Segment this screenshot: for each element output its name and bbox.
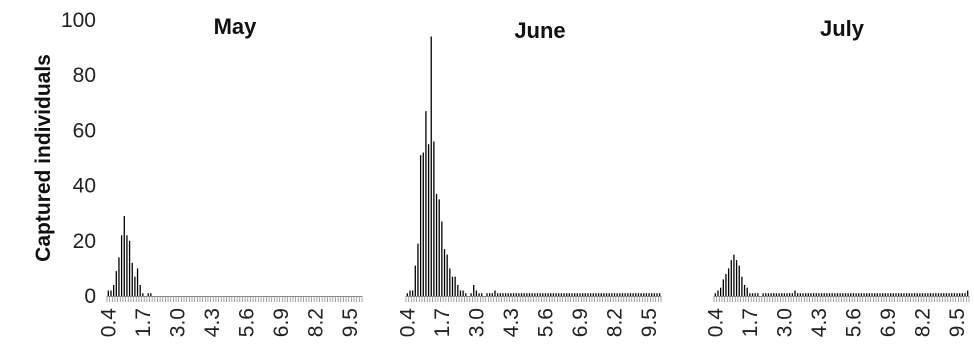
x-tick-label: 4.3: [201, 308, 224, 337]
x-tick-label: 3.0: [166, 308, 189, 337]
x-tick-label: 6.9: [270, 308, 293, 337]
panel-june: June 0.4 1.7 3.0 4.3 5.6 6.9 8.2 9.5: [396, 18, 662, 338]
x-tick-label: 1.7: [132, 308, 155, 337]
x-tick-label: 0.4: [704, 308, 727, 338]
y-tick-label: 20: [73, 230, 96, 253]
x-tick-label: 8.2: [912, 308, 935, 337]
x-tick-label: 3.0: [773, 308, 796, 337]
panel-july: July 0.4 1.7 3.0 4.3 5.6 6.9 8.2 9.5: [704, 16, 970, 338]
x-tick-label: 5.6: [842, 308, 865, 337]
panel-title: July: [820, 16, 865, 41]
x-tick-label: 9.5: [638, 308, 661, 337]
panels: May 0.4 1.7 3.0 4.3 5.6 6.9 8.2 9.5 June 0.4 1.7 3.0…: [97, 14, 970, 338]
y-tick-label: 80: [73, 64, 96, 87]
x-tick-label: 1.7: [739, 308, 762, 337]
x-tick-label: 4.3: [808, 308, 831, 337]
panel-may: May 0.4 1.7 3.0 4.3 5.6 6.9 8.2 9.5: [97, 14, 363, 338]
y-tick-label: 40: [73, 175, 96, 198]
x-tick-label: 0.4: [97, 308, 120, 338]
x-tick-label: 0.4: [396, 308, 419, 338]
x-tick-label: 8.2: [604, 308, 627, 337]
x-tick-label: 5.6: [534, 308, 557, 337]
x-tick-label: 9.5: [946, 308, 969, 337]
x-tick-label: 6.9: [569, 308, 592, 337]
y-tick-label: 100: [61, 9, 96, 32]
y-tick-label: 0: [84, 285, 96, 308]
x-tick-label: 8.2: [305, 308, 328, 337]
panel-title: June: [514, 18, 565, 43]
x-tick-label: 6.9: [877, 308, 900, 337]
x-tick-label: 4.3: [500, 308, 523, 337]
panel-title: May: [214, 14, 258, 39]
y-tick-label: 60: [73, 119, 96, 142]
x-tick-label: 3.0: [465, 308, 488, 337]
x-tick-label: 1.7: [431, 308, 454, 337]
x-tick-label: 9.5: [339, 308, 362, 337]
x-tick-label: 5.6: [235, 308, 258, 337]
y-axis-title: Captured individuals: [32, 54, 55, 262]
y-axis: 0 20 40 60 80 100: [61, 9, 96, 308]
